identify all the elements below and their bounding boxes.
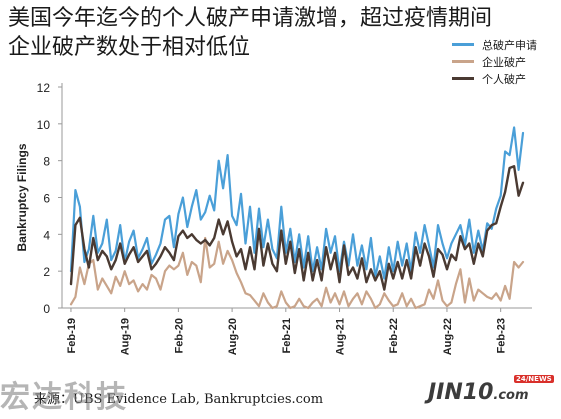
x-tick-label: Feb-23 xyxy=(496,318,508,353)
x-tick-label: Aug-20 xyxy=(227,318,239,355)
series-line-corporate xyxy=(69,236,525,310)
y-axis-label: Bankruptcy Filings xyxy=(15,143,29,251)
legend-swatch-corporate xyxy=(452,60,474,63)
legend-item-total: 总破产申请 xyxy=(452,36,537,53)
x-tick-label: Aug-19 xyxy=(120,318,132,355)
legend-swatch-total xyxy=(452,43,474,46)
legend-label-total: 总破产申请 xyxy=(482,38,537,52)
legend-label-personal: 个人破产 xyxy=(482,72,526,86)
y-tick-label: 2 xyxy=(43,265,50,279)
watermark-right-badge: 24/NEWS xyxy=(514,375,554,383)
x-tick-label: Aug-22 xyxy=(442,318,454,355)
y-tick-label: 6 xyxy=(43,192,50,206)
source-note: 来源：UBS Evidence Lab, Bankruptcies.com xyxy=(34,392,324,407)
chart-title-line-2: 企业破产数处于相对低位 xyxy=(8,35,251,60)
y-tick-label: 12 xyxy=(37,81,51,95)
x-tick-label: Feb-22 xyxy=(388,318,400,353)
y-tick-label: 10 xyxy=(37,118,51,132)
x-tick-label: Aug-21 xyxy=(335,318,347,355)
chart-title-line-1: 美国今年迄今的个人破产申请激增，超过疫情期间 xyxy=(8,6,493,31)
legend-item-personal: 个人破产 xyxy=(452,70,537,87)
legend: 总破产申请 企业破产 个人破产 xyxy=(452,36,537,87)
legend-item-corporate: 企业破产 xyxy=(452,53,537,70)
chart-title: 美国今年迄今的个人破产申请激增，超过疫情期间 企业破产数处于相对低位 xyxy=(8,4,492,62)
y-tick-label: 4 xyxy=(43,228,50,242)
watermark-right-text: JIN10 xyxy=(428,380,494,405)
watermark-left: 宏达科技 xyxy=(0,380,128,415)
watermark-right: JIN10.com 24/NEWS xyxy=(428,375,554,405)
x-tick-label: Feb-21 xyxy=(281,318,293,353)
series-line-personal xyxy=(69,164,525,291)
legend-swatch-personal xyxy=(452,77,474,80)
series-line-total xyxy=(69,126,525,280)
legend-label-corporate: 企业破产 xyxy=(482,55,526,69)
watermark-right-suffix: .com xyxy=(493,388,529,403)
x-tick-label: Feb-20 xyxy=(173,318,185,353)
y-tick-label: 8 xyxy=(43,155,50,169)
x-tick-label: Feb-19 xyxy=(66,318,78,353)
y-tick-label: 0 xyxy=(43,302,50,316)
